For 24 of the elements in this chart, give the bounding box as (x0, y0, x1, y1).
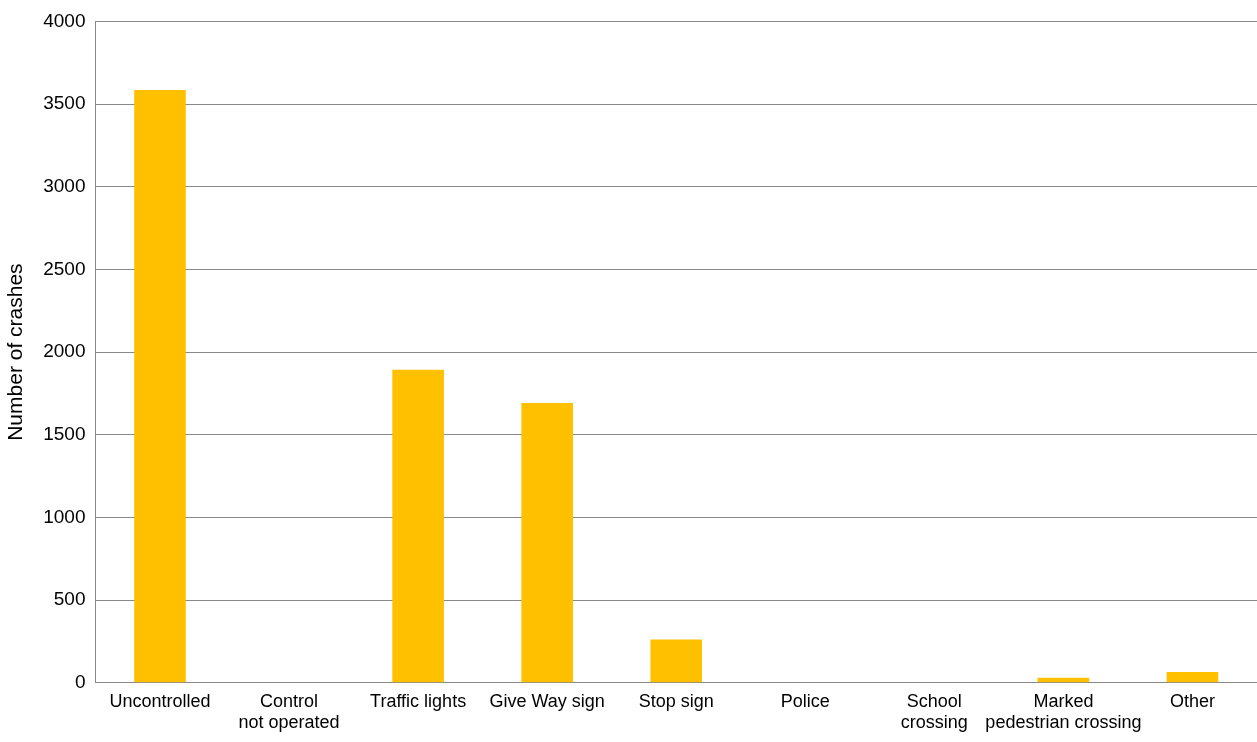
x-tick-label: Police (780, 690, 830, 711)
x-tick-label: Marked pedestrian crossing (985, 690, 1142, 733)
y-tick-label: 1000 (43, 505, 86, 527)
bar (521, 403, 573, 683)
bar (134, 90, 186, 683)
y-tick-label: 3500 (43, 92, 86, 114)
x-tick-label: Uncontrolled (109, 690, 211, 711)
x-tick-label: School crossing (900, 690, 968, 733)
y-tick-label: 1500 (43, 423, 86, 445)
y-tick-label: 500 (53, 588, 86, 610)
x-tick-label: Control not operated (238, 690, 340, 733)
bar (1166, 671, 1219, 683)
x-tick-label: Other (1169, 690, 1215, 711)
y-tick-label: 2500 (43, 257, 86, 279)
x-tick-label: Traffic lights (370, 690, 467, 711)
bar (650, 639, 703, 683)
x-tick-label: Stop sign (638, 690, 714, 711)
y-tick-label: 4000 (43, 9, 86, 31)
y-tick-label: 3000 (43, 174, 86, 196)
bar (392, 369, 444, 683)
x-tick-label: Give Way sign (489, 690, 605, 711)
y-tick-label: 2000 (43, 340, 86, 362)
y-axis-title: Number of crashes (3, 263, 27, 441)
y-tick-label: 0 (74, 671, 86, 693)
